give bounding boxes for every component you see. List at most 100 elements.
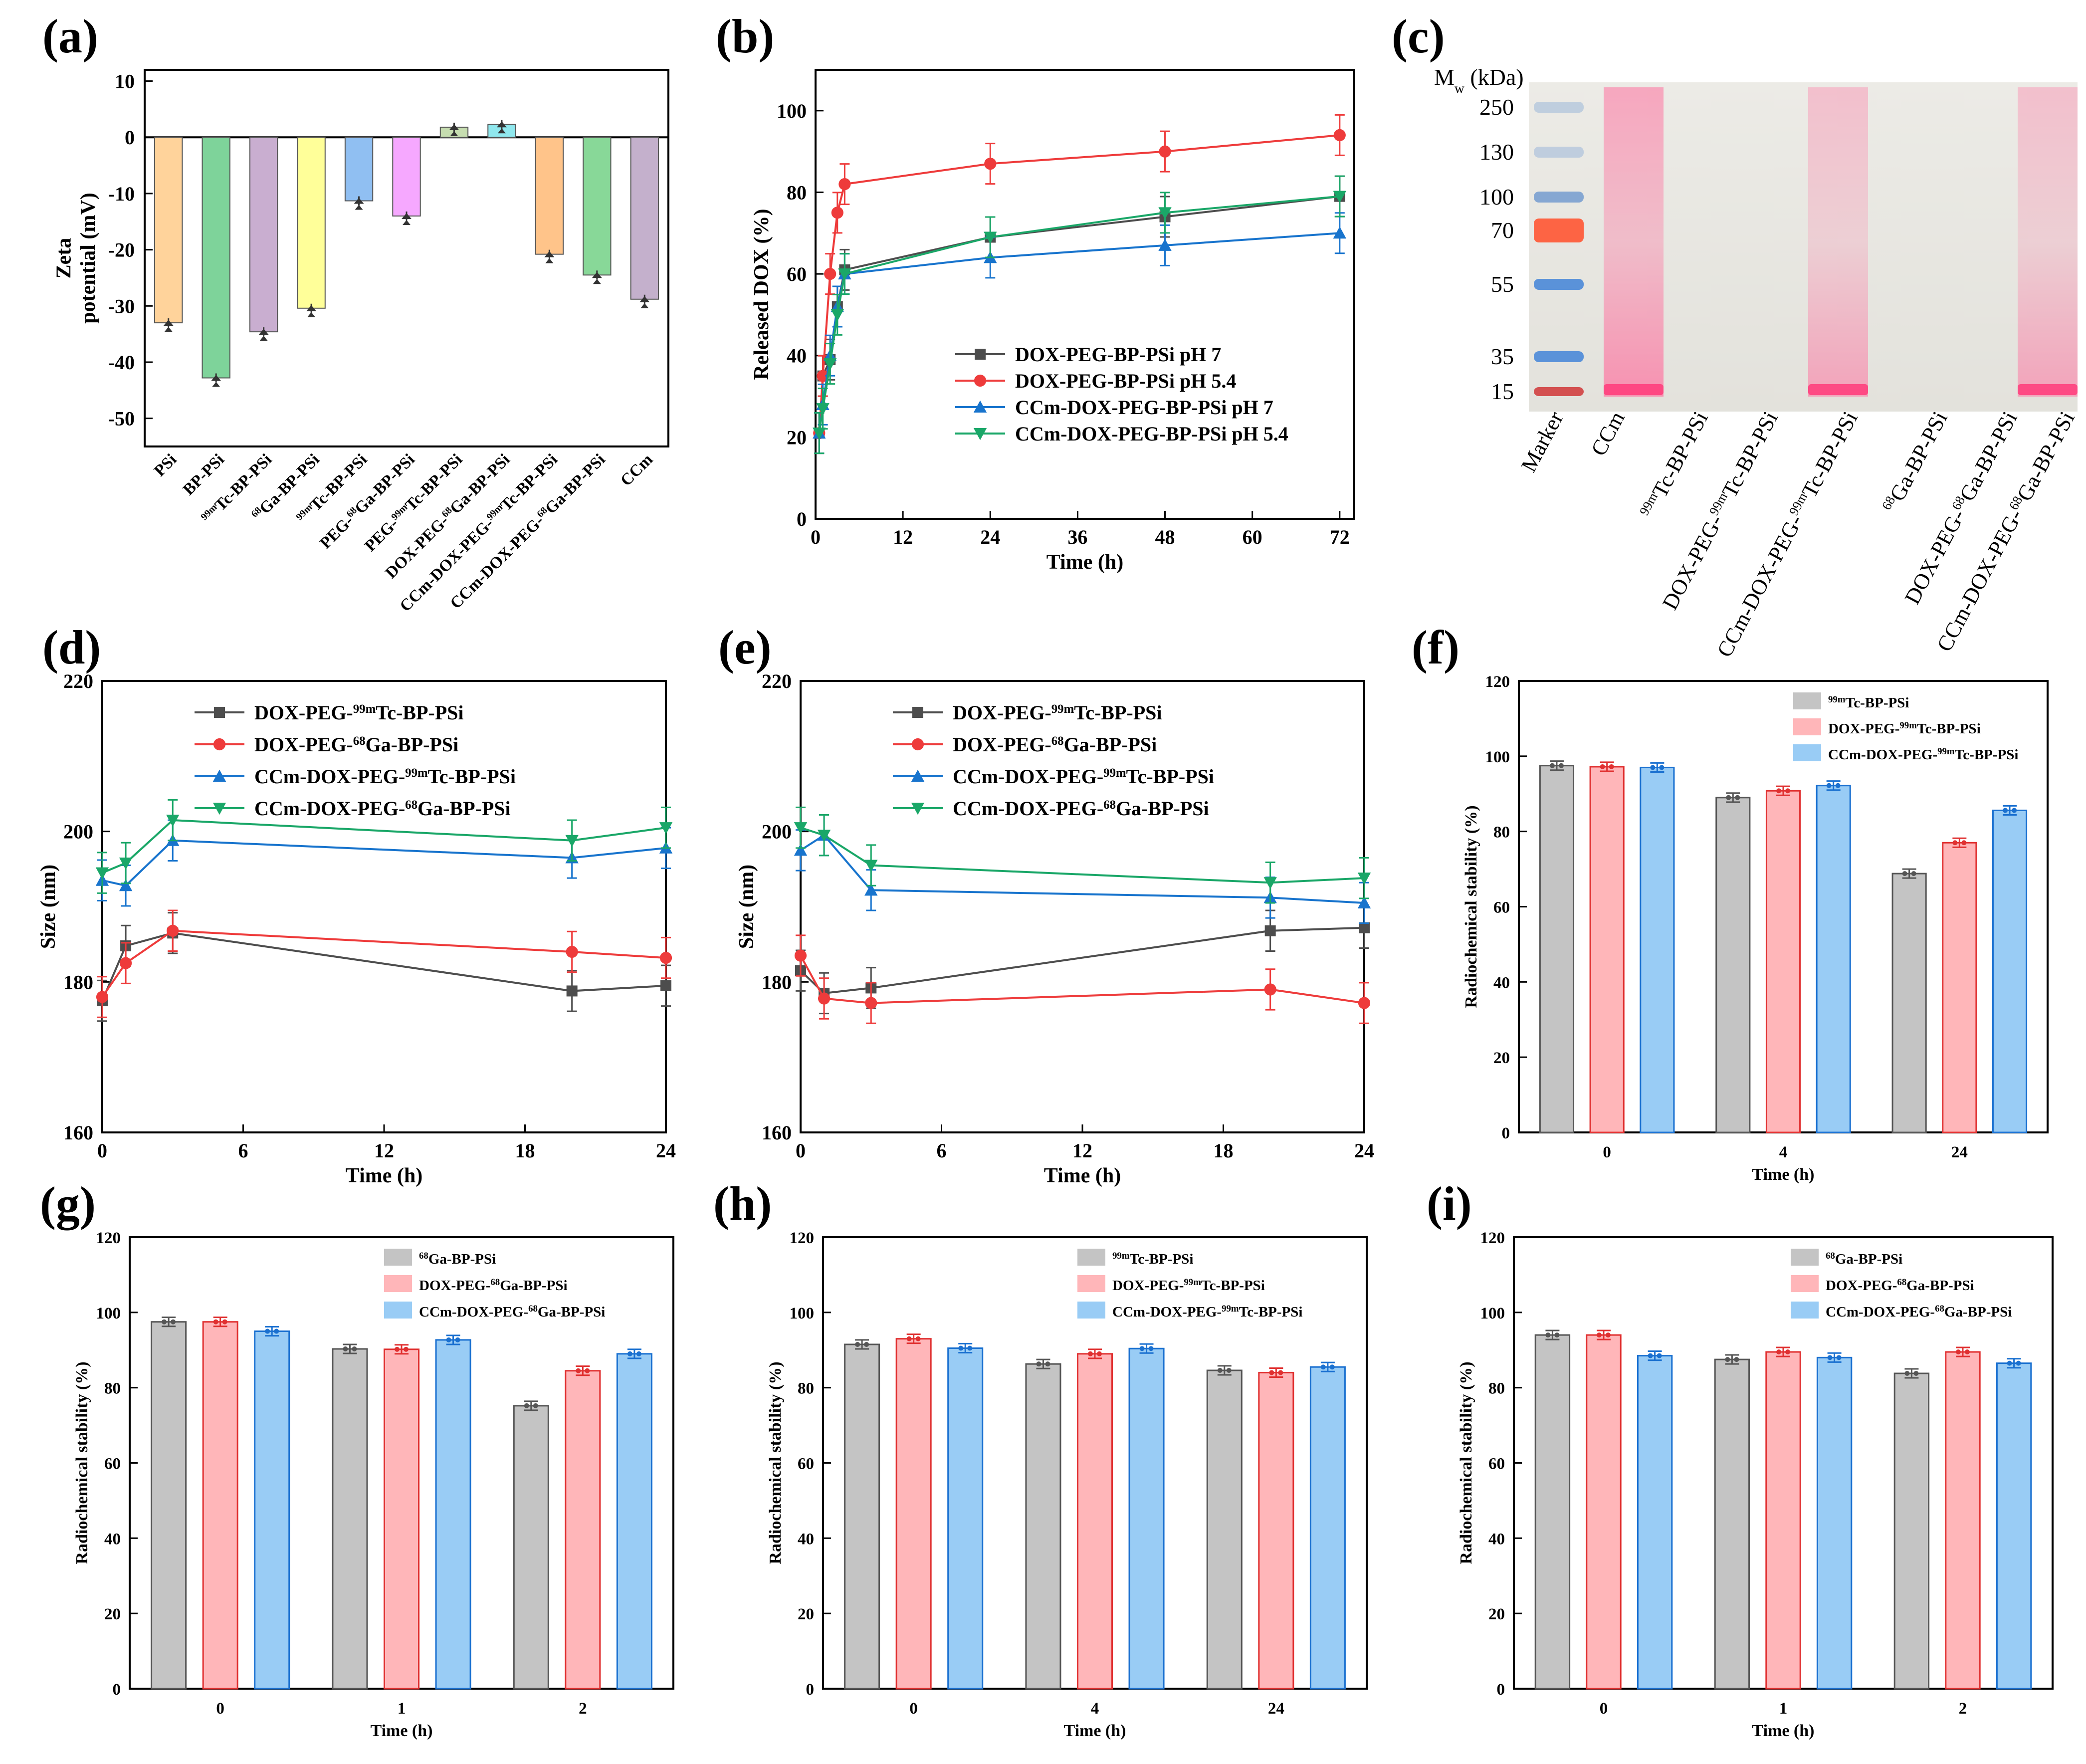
panel-label-d: (d) xyxy=(42,621,101,674)
data-point xyxy=(864,883,878,896)
legend-marker xyxy=(911,803,925,815)
bar xyxy=(1942,842,1977,1133)
bar xyxy=(630,137,659,300)
x-axis-label: Time (h) xyxy=(346,1164,422,1187)
data-point xyxy=(167,924,179,937)
data-point xyxy=(592,272,602,278)
bar xyxy=(513,1405,549,1690)
data-point xyxy=(1836,1355,1842,1360)
data-point xyxy=(1826,783,1832,788)
x-tick-label: 0 xyxy=(1603,1143,1611,1161)
bar xyxy=(1206,1369,1243,1690)
plot-frame-b xyxy=(815,69,1355,520)
y-tick-label: 180 xyxy=(63,971,93,993)
series-0 xyxy=(97,912,671,1022)
data-point xyxy=(864,1341,869,1347)
data-point xyxy=(565,835,579,847)
data-point xyxy=(1600,764,1605,769)
panel-label-c: (c) xyxy=(1392,9,1445,63)
bar xyxy=(895,1338,932,1690)
x-tick-label: 60 xyxy=(1243,526,1262,548)
legend-marker xyxy=(974,374,987,387)
x-tick-label: 0 xyxy=(1600,1700,1608,1718)
data-point xyxy=(96,991,109,1003)
data-point xyxy=(1609,764,1614,769)
data-point xyxy=(95,867,109,880)
data-point xyxy=(1606,1332,1611,1338)
y-tick-label: 120 xyxy=(1480,1229,1505,1247)
data-point xyxy=(222,1319,227,1324)
legend-marker xyxy=(912,707,923,718)
data-point xyxy=(1648,1353,1653,1358)
data-point xyxy=(544,251,555,257)
data-point xyxy=(1158,207,1172,220)
legend-label: DOX-PEG-99mTc-BP-PSi xyxy=(254,701,464,724)
y-tick-label: 80 xyxy=(787,181,807,204)
legend-label: DOX-PEG-99mTc-BP-PSi xyxy=(1828,720,1981,737)
series-3 xyxy=(794,806,1371,904)
x-axis-label: Time (h) xyxy=(1044,1164,1121,1187)
data-point xyxy=(403,220,411,225)
stained-band-15kda xyxy=(1808,384,1868,395)
data-point xyxy=(831,309,844,322)
y-tick-label: 80 xyxy=(798,1380,814,1398)
data-point xyxy=(450,131,458,136)
y-tick-label: 80 xyxy=(104,1380,121,1398)
y-tick-label: 200 xyxy=(63,821,93,843)
chart-b: 0 12 24 36 48 60 72 0 20 40 60 80 100 Time (h) Release… xyxy=(750,69,1355,574)
data-point xyxy=(119,858,133,870)
stained-lane xyxy=(1604,87,1664,397)
bar xyxy=(1714,1358,1750,1690)
legend-marker xyxy=(212,769,226,782)
series-1 xyxy=(96,909,672,1018)
data-point xyxy=(838,268,851,281)
bar xyxy=(1715,797,1751,1133)
data-point xyxy=(1726,795,1731,800)
y-tick-label: 20 xyxy=(798,1605,814,1623)
legend-marker xyxy=(975,349,986,360)
data-point xyxy=(813,428,826,440)
legend-swatch xyxy=(384,1275,412,1292)
data-point xyxy=(831,207,843,219)
bar xyxy=(154,137,183,324)
series-line xyxy=(800,834,1365,904)
y-tick-label: -50 xyxy=(108,408,135,430)
data-point xyxy=(1320,1364,1326,1370)
lane-label: CCm-DOX-PEG-99mTc-BP-PSi xyxy=(1712,408,1862,662)
data-point xyxy=(258,329,269,335)
bar xyxy=(1534,1334,1571,1690)
stained-band-15kda xyxy=(2018,384,2078,395)
bar xyxy=(1640,766,1675,1133)
mw-value: 70 xyxy=(1491,218,1514,243)
legend-swatch xyxy=(384,1302,412,1319)
bar xyxy=(392,137,421,217)
bar xyxy=(616,1353,652,1690)
y-tick-label: 160 xyxy=(63,1121,93,1144)
x-tick-label: 4 xyxy=(1091,1700,1099,1718)
panel-label-h: (h) xyxy=(713,1177,772,1230)
y-tick-label: 60 xyxy=(798,1455,814,1473)
y-tick-label: 220 xyxy=(762,670,792,692)
data-point xyxy=(958,1345,964,1351)
data-point xyxy=(794,822,808,835)
marker-band xyxy=(1534,102,1584,113)
chart-a: 10 0 -10 -20 -30 -40 -50 Zetapotential (mV) PSiB… xyxy=(53,69,669,615)
marker-band xyxy=(1534,351,1584,362)
data-point xyxy=(566,945,578,958)
data-point xyxy=(524,1403,529,1408)
series-3 xyxy=(95,799,673,894)
data-point xyxy=(1956,1349,1961,1355)
legend-swatch xyxy=(384,1249,412,1266)
x-tick-label: 0 xyxy=(909,1700,918,1718)
data-point xyxy=(1264,983,1276,996)
series-line xyxy=(102,839,666,887)
bar xyxy=(1992,809,2028,1133)
bar xyxy=(844,1343,880,1690)
marker-band xyxy=(1534,279,1584,290)
x-axis-label: Time (h) xyxy=(1752,1722,1815,1740)
bar xyxy=(151,1321,187,1690)
data-point xyxy=(1659,765,1665,770)
data-point xyxy=(1785,1349,1790,1355)
